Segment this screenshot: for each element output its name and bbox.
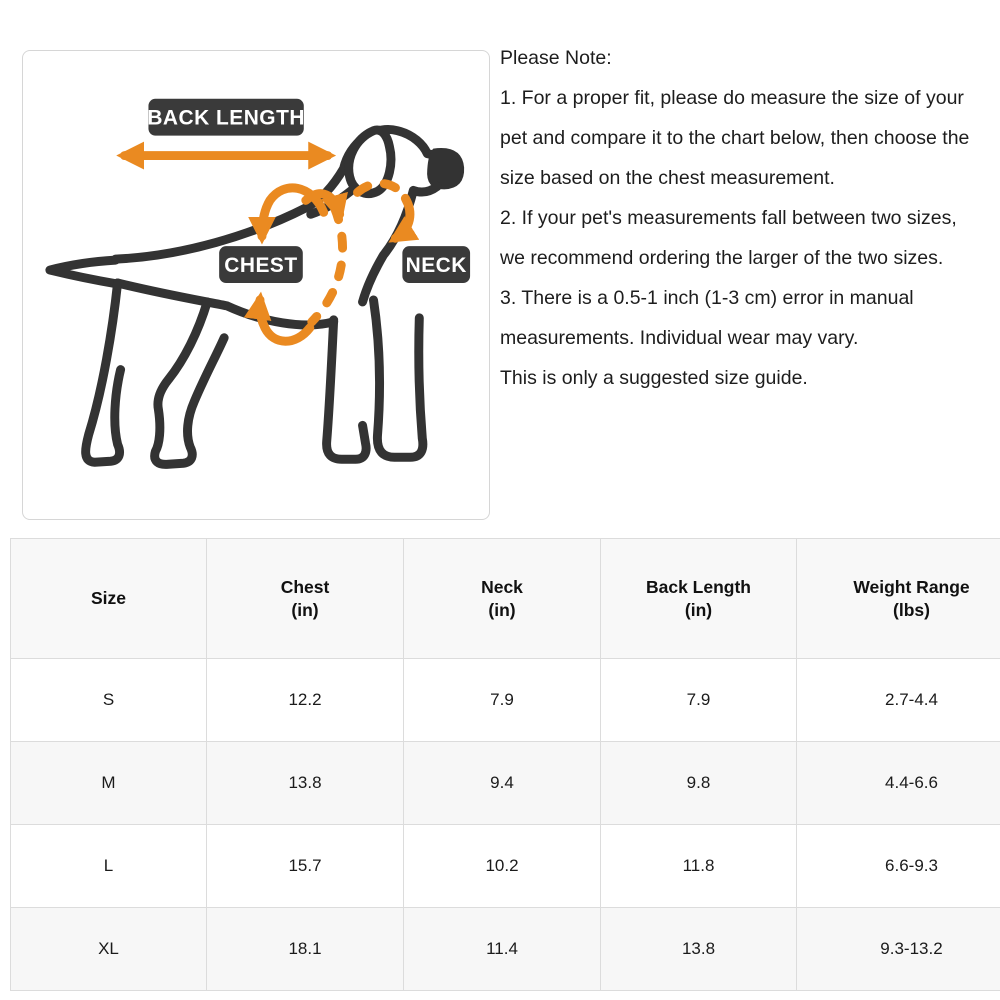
dog-rear-leg-near <box>150 297 229 469</box>
col-header-chest: Chest (in) <box>206 538 404 659</box>
cell-neck: 11.4 <box>403 907 601 991</box>
table-row-l: L 15.7 10.2 11.8 6.6-9.3 <box>10 824 1000 908</box>
size-chart-header: Size Chest (in) Neck (in) Back Length (i… <box>10 538 1000 659</box>
cell-back-length: 11.8 <box>600 824 797 908</box>
table-row-m: M 13.8 9.4 9.8 4.4-6.6 <box>10 741 1000 825</box>
cell-neck: 7.9 <box>403 658 601 742</box>
dog-jaw-neck-front <box>358 181 442 307</box>
note-line: size based on the chest measurement. <box>500 167 835 189</box>
dog-ear <box>344 125 396 199</box>
note-line: we recommend ordering the larger of the … <box>500 247 944 269</box>
cell-neck: 10.2 <box>403 824 601 908</box>
col-header-back-length: Back Length (in) <box>600 538 797 659</box>
cell-size: S <box>10 658 207 742</box>
dog-diagram-svg: BACK LENGTH CHEST NECK <box>45 98 471 469</box>
cell-size: L <box>10 824 207 908</box>
cell-chest: 13.8 <box>206 741 404 825</box>
neck-badge <box>402 246 471 284</box>
size-chart-body: S 12.2 7.9 7.9 2.7-4.4 M 13.8 9.4 9.8 4.… <box>10 658 1000 991</box>
chest-girth-bottom-arc <box>243 291 315 346</box>
cell-back-length: 13.8 <box>600 907 797 991</box>
dog-line-art <box>45 125 465 469</box>
col-header-size: Size <box>10 538 207 659</box>
dog-belly <box>113 278 339 330</box>
cell-back-length: 9.8 <box>600 741 797 825</box>
dog-front-leg-near <box>369 295 428 462</box>
cell-chest: 18.1 <box>206 907 404 991</box>
note-line: pet and compare it to the chart below, t… <box>500 127 970 149</box>
note-heading: Please Note: <box>500 47 612 69</box>
cell-chest: 15.7 <box>206 824 404 908</box>
neck-girth-arc <box>388 193 420 243</box>
cell-weight: 2.7-4.4 <box>796 658 1000 742</box>
neck-badge-label: NECK <box>406 254 467 277</box>
please-note-text: Please Note: 1. For a proper fit, please… <box>500 38 998 398</box>
size-chart-container: Size Chest (in) Neck (in) Back Length (i… <box>10 538 1000 993</box>
cell-weight: 9.3-13.2 <box>796 907 1000 991</box>
size-chart-table: Size Chest (in) Neck (in) Back Length (i… <box>10 538 1000 991</box>
cell-chest: 12.2 <box>206 658 404 742</box>
dog-measurement-diagram: BACK LENGTH CHEST NECK <box>22 50 490 520</box>
cell-size: XL <box>10 907 207 991</box>
note-line: 1. For a proper fit, please do measure t… <box>500 87 964 109</box>
dog-back-head-muzzle <box>111 125 441 264</box>
cell-size: M <box>10 741 207 825</box>
chest-girth-dashed <box>307 203 347 327</box>
cell-weight: 4.4-6.6 <box>796 741 1000 825</box>
neck-girth-dashed <box>353 178 406 197</box>
note-line: measurements. Individual wear may vary. <box>500 327 859 349</box>
chest-badge-label: CHEST <box>224 254 297 277</box>
back-length-badge-label: BACK LENGTH <box>147 107 305 130</box>
withers-arrow <box>301 189 348 223</box>
col-header-weight-range: Weight Range (lbs) <box>796 538 1000 659</box>
cell-back-length: 7.9 <box>600 658 797 742</box>
header-row: Size Chest (in) Neck (in) Back Length (i… <box>10 538 1000 659</box>
cell-weight: 6.6-9.3 <box>796 824 1000 908</box>
table-row-s: S 12.2 7.9 7.9 2.7-4.4 <box>10 658 1000 742</box>
dog-rear-leg-far <box>81 278 126 467</box>
measurement-annotations <box>116 141 420 346</box>
note-line: This is only a suggested size guide. <box>500 367 808 389</box>
dog-nose <box>427 147 465 190</box>
dog-front-leg-far <box>322 315 371 464</box>
chest-badge <box>219 246 303 284</box>
table-row-xl: XL 18.1 11.4 13.8 9.3-13.2 <box>10 907 1000 991</box>
diagram-badges: BACK LENGTH CHEST NECK <box>147 98 471 284</box>
cell-neck: 9.4 <box>403 741 601 825</box>
note-line: 2. If your pet's measurements fall betwe… <box>500 207 957 229</box>
dog-tail <box>45 255 123 289</box>
note-line: 3. There is a 0.5-1 inch (1-3 cm) error … <box>500 287 914 309</box>
col-header-neck: Neck (in) <box>403 538 601 659</box>
back-length-badge <box>148 98 304 136</box>
